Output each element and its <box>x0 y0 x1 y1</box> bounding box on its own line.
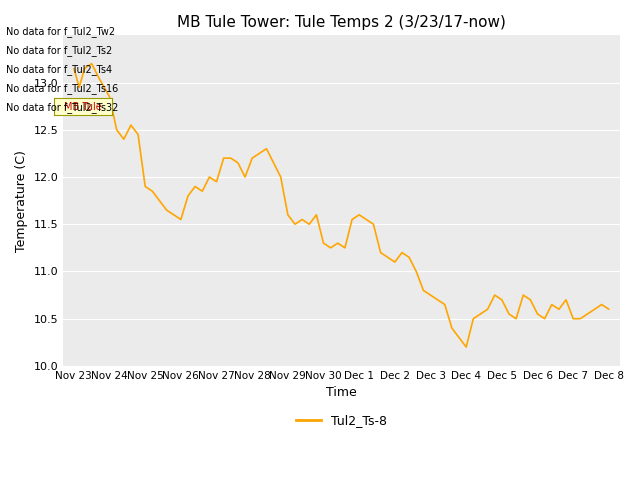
Y-axis label: Temperature (C): Temperature (C) <box>15 150 28 252</box>
Text: MB Tule: MB Tule <box>65 102 102 112</box>
Text: No data for f_Tul2_Ts2: No data for f_Tul2_Ts2 <box>6 45 113 56</box>
Title: MB Tule Tower: Tule Temps 2 (3/23/17-now): MB Tule Tower: Tule Temps 2 (3/23/17-now… <box>177 15 506 30</box>
Text: No data for f_Tul2_Tw2: No data for f_Tul2_Tw2 <box>6 25 116 36</box>
X-axis label: Time: Time <box>326 386 356 399</box>
Text: No data for f_Tul2_Ts4: No data for f_Tul2_Ts4 <box>6 64 113 75</box>
Legend: Tul2_Ts-8: Tul2_Ts-8 <box>291 409 392 432</box>
Text: No data for f_Tul2_Ts16: No data for f_Tul2_Ts16 <box>6 83 118 94</box>
Text: No data for f_Tul2_Ts32: No data for f_Tul2_Ts32 <box>6 102 119 113</box>
